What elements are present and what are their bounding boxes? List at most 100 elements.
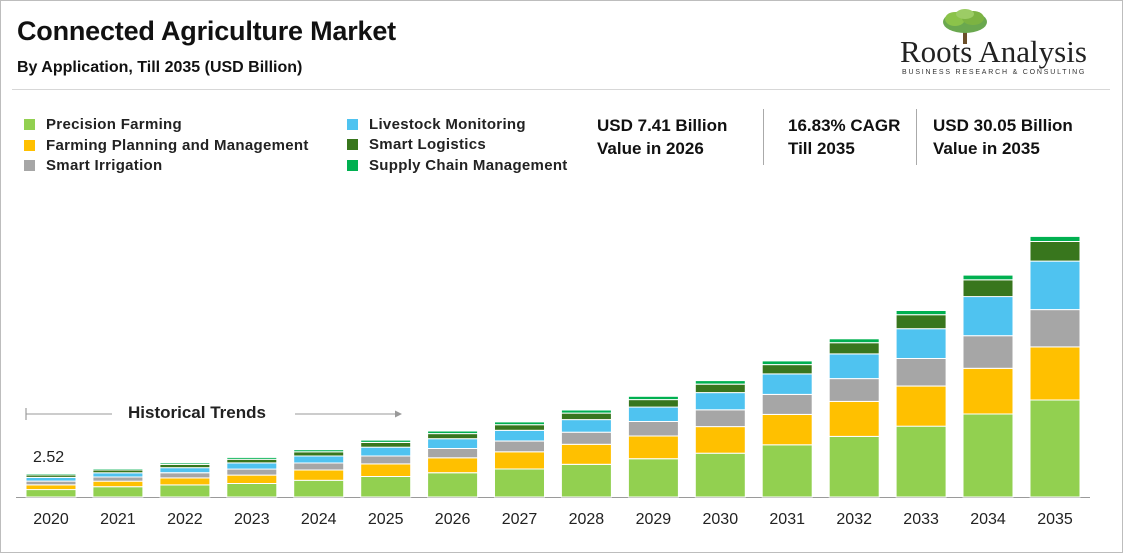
x-tick-label: 2035 [1037, 511, 1073, 528]
stat-divider [916, 109, 917, 165]
bar-segment-2034-0 [962, 413, 1014, 498]
legend-item-precision-farming: Precision Farming [24, 116, 182, 133]
bar-segment-2035-5 [1029, 235, 1081, 242]
bars-group [25, 235, 1081, 498]
x-tick-label: 2025 [368, 511, 404, 528]
x-tick-label: 2034 [970, 511, 1006, 528]
x-tick-label: 2021 [100, 511, 136, 528]
bar-segment-2023-1 [226, 474, 278, 485]
x-tick-label: 2023 [234, 511, 270, 528]
legend-label: Smart Logistics [369, 136, 487, 153]
bar-segment-2032-1 [828, 400, 880, 437]
bar-segment-2021-0 [92, 486, 144, 498]
bar-segment-2020-3 [25, 476, 77, 482]
bar-segment-2028-2 [560, 431, 612, 445]
logo-name: Roots Analysis [900, 34, 1087, 69]
logo-tagline: BUSINESS RESEARCH & CONSULTING [902, 69, 1087, 76]
bar-segment-2020-2 [25, 480, 77, 486]
stat-cagr: 16.83% CAGR Till 2035 [788, 114, 900, 160]
bar-segment-2032-3 [828, 353, 880, 380]
header-divider [12, 89, 1110, 90]
stat-line: Value in 2035 [933, 139, 1040, 158]
legend-item-supply-chain: Supply Chain Management [347, 157, 568, 174]
bar-segment-2028-3 [560, 419, 612, 433]
legend-item-farming-planning: Farming Planning and Management [24, 137, 309, 154]
bar-segment-2033-4 [895, 314, 947, 330]
x-tick-label: 2020 [33, 511, 69, 528]
bar-segment-2035-3 [1029, 260, 1081, 311]
x-tick-labels: 2020 2021 2022 2023 2024 2025 2026 2027 2028 2029… [33, 511, 1073, 528]
bar-segment-2021-5 [92, 468, 144, 471]
bar-segment-2022-1 [159, 477, 211, 486]
bar-segment-2021-3 [92, 472, 144, 478]
bar-segment-2021-2 [92, 476, 144, 482]
bar-segment-2023-3 [226, 462, 278, 470]
legend-item-smart-irrigation: Smart Irrigation [24, 157, 163, 174]
bar-segment-2033-2 [895, 358, 947, 387]
bar-segment-2034-5 [962, 274, 1014, 281]
bar-segment-2023-5 [226, 456, 278, 460]
legend-swatch [24, 160, 35, 171]
bar-segment-2026-1 [427, 457, 479, 474]
bar-segment-2026-0 [427, 472, 479, 498]
bar-segment-2024-4 [293, 451, 345, 457]
x-tick-label: 2027 [502, 511, 538, 528]
bar-segment-2033-3 [895, 328, 947, 360]
bar-segment-2025-2 [360, 455, 412, 465]
bar-segment-2026-2 [427, 448, 479, 459]
stat-line: USD 7.41 Billion [597, 116, 728, 135]
stat-value-2035: USD 30.05 Billion Value in 2035 [933, 114, 1073, 160]
bar-segment-2030-4 [694, 383, 746, 394]
bar-segment-2032-2 [828, 378, 880, 402]
historical-arrow-head [395, 410, 402, 418]
bar-segment-2030-0 [694, 452, 746, 498]
bar-segment-2031-5 [761, 360, 813, 366]
bar-segment-2020-0 [25, 489, 77, 498]
bar-segment-2035-4 [1029, 241, 1081, 262]
bar-segment-2025-0 [360, 476, 412, 498]
bar-segment-2027-5 [494, 421, 545, 426]
bar-segment-2027-2 [494, 440, 545, 453]
bar-segment-2024-5 [293, 449, 345, 453]
bar-segment-2034-4 [962, 279, 1014, 298]
bar-segment-2022-3 [159, 467, 211, 474]
x-tick-label: 2026 [435, 511, 471, 528]
legend-swatch [347, 160, 358, 171]
first-bar-value-label: 2.52 [33, 449, 65, 466]
legend-label: Farming Planning and Management [46, 137, 309, 154]
legend-swatch [347, 119, 358, 130]
bar-segment-2020-5 [25, 473, 77, 476]
bar-segment-2031-2 [761, 393, 813, 415]
bar-segment-2026-5 [427, 430, 479, 435]
x-tick-label: 2022 [167, 511, 203, 528]
bar-segment-2030-1 [694, 426, 746, 454]
stat-value-2026: USD 7.41 Billion Value in 2026 [597, 114, 727, 160]
bar-segment-2030-3 [694, 392, 746, 411]
bar-segment-2020-1 [25, 484, 77, 491]
bar-segment-2033-5 [895, 310, 947, 316]
bar-segment-2022-2 [159, 472, 211, 479]
x-tick-label: 2029 [636, 511, 672, 528]
legend-item-smart-logistics: Smart Logistics [347, 136, 486, 153]
bar-segment-2028-0 [560, 463, 612, 498]
roots-analysis-logo: Roots Analysis BUSINESS RESEARCH & CONSU… [897, 8, 1107, 78]
legend-label: Precision Farming [46, 116, 182, 133]
bar-segment-2033-1 [895, 385, 947, 427]
legend-label: Smart Irrigation [46, 157, 163, 174]
bar-segment-2027-3 [494, 429, 545, 442]
bar-segment-2029-1 [627, 435, 679, 460]
x-tick-label: 2032 [836, 511, 872, 528]
x-tick-label: 2033 [903, 511, 939, 528]
bar-segment-2032-0 [828, 435, 880, 498]
stat-line: Value in 2026 [597, 139, 704, 158]
stat-line: USD 30.05 Billion [933, 116, 1073, 135]
bar-segment-2029-0 [627, 458, 679, 498]
bar-segment-2029-5 [627, 395, 679, 401]
bar-segment-2027-1 [494, 451, 545, 470]
bar-segment-2029-3 [627, 406, 679, 422]
bar-segment-2025-3 [360, 446, 412, 457]
bar-segment-2023-2 [226, 468, 278, 476]
bar-segment-2023-0 [226, 483, 278, 498]
bar-segment-2032-4 [828, 342, 880, 355]
bar-segment-2022-0 [159, 484, 211, 498]
